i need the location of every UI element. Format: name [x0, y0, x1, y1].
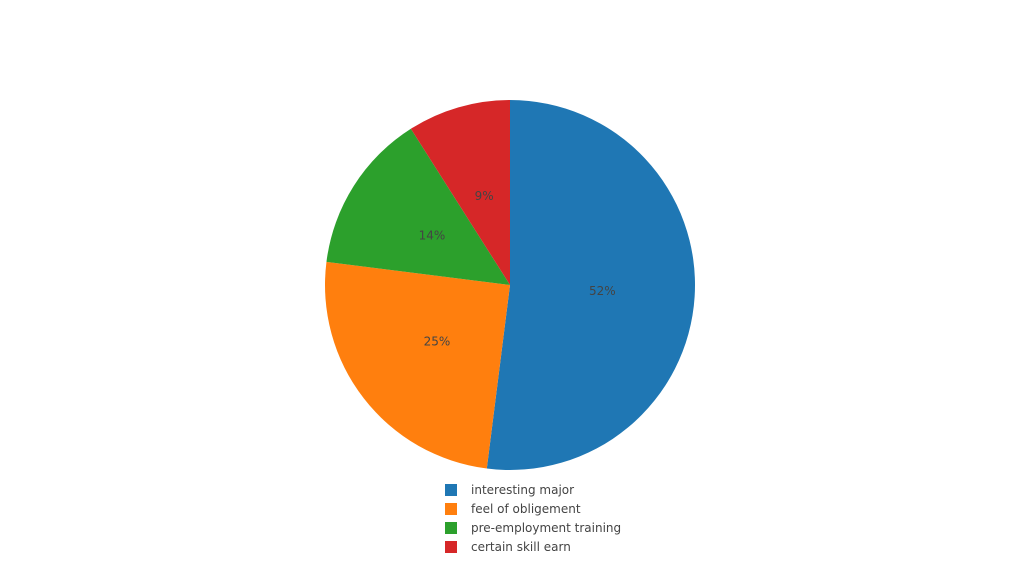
pie-label-certain-skill-earn: 9% [475, 189, 494, 203]
legend-label: certain skill earn [471, 539, 571, 554]
pie-label-feel-of-obligement: 25% [424, 335, 451, 349]
pie-label-interesting-major: 52% [589, 284, 616, 298]
pie-slice-certain-skill-earn[interactable] [410, 100, 510, 285]
legend-item-feel-of-obligement[interactable]: feel of obligement [445, 499, 621, 518]
legend-item-certain-skill-earn[interactable]: certain skill earn [445, 537, 621, 556]
pie-slice-feel-of-obligement[interactable] [324, 261, 510, 469]
pie-slice-pre-employment-training[interactable] [326, 128, 510, 285]
pie-slices [324, 100, 695, 470]
legend-item-interesting-major[interactable]: interesting major [445, 480, 621, 499]
pie-labels: 52% 25% 14% 9% [419, 189, 616, 349]
legend-swatch [445, 540, 457, 553]
legend-label: feel of obligement [471, 501, 581, 516]
pie-label-pre-employment-training: 14% [419, 228, 446, 242]
pie-slice-interesting-major[interactable] [486, 100, 695, 470]
legend-swatch [445, 483, 457, 496]
legend: interesting major feel of obligement pre… [445, 480, 621, 556]
legend-swatch [445, 502, 457, 515]
legend-item-pre-employment-training[interactable]: pre-employment training [445, 518, 621, 537]
legend-label: interesting major [471, 482, 575, 497]
legend-swatch [445, 521, 457, 534]
legend-label: pre-employment training [471, 520, 622, 535]
